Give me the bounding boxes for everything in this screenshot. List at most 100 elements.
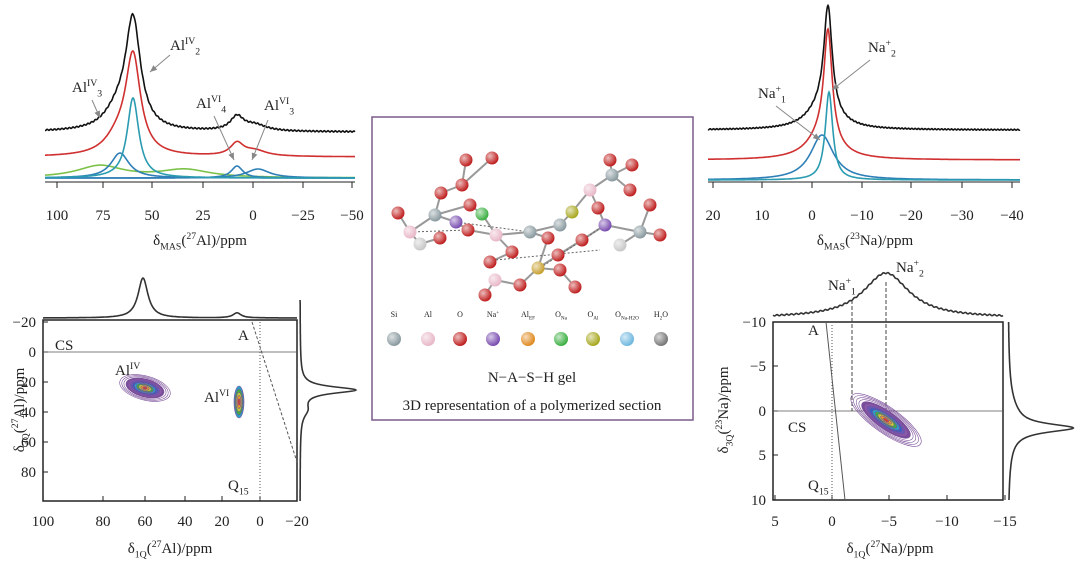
atom-shine — [523, 225, 537, 239]
x-axis-label-part: Al)/ppm — [196, 233, 247, 249]
plot-label-part: Na — [828, 278, 846, 294]
legend-label-part: EF — [529, 315, 535, 321]
atom-shine — [653, 228, 667, 242]
spectrum-red — [708, 27, 1020, 161]
plot-label: A — [808, 323, 819, 339]
plot-label: CS — [55, 338, 73, 354]
peak-label: Na+2 — [868, 38, 896, 60]
x-tick-label: −30 — [950, 208, 973, 224]
x-axis-label-part: δ — [153, 233, 160, 249]
atom-shine — [485, 151, 499, 165]
atom-shine — [625, 158, 639, 172]
peak-label-part: 1 — [781, 95, 786, 106]
y-axis-label: δ3Q(27Al)/ppm — [10, 367, 32, 452]
plot-label-part: Q — [228, 478, 239, 494]
atom-shine — [413, 237, 427, 251]
peak-label-part: 3 — [289, 107, 294, 118]
projection-top — [43, 277, 297, 319]
spectrum-black — [45, 12, 356, 133]
plot-label: Na+2 — [896, 258, 924, 280]
plot-label-part: + — [846, 276, 852, 287]
plot-label-part: Al — [204, 390, 219, 406]
peak-label: AlVI4 — [196, 94, 226, 116]
projection-top — [772, 271, 1004, 317]
legend-label: Na+ — [487, 310, 499, 319]
contour — [858, 399, 914, 441]
atom-shine — [461, 223, 475, 237]
peak-label-part: IV — [185, 36, 195, 47]
x-axis-label-part: 23 — [850, 231, 860, 242]
x-axis-label-part: ( — [865, 541, 870, 557]
atom-shine — [575, 233, 589, 247]
plot-label-part: A — [238, 328, 249, 344]
x-tick-label: −10 — [850, 208, 873, 224]
contour — [855, 397, 917, 443]
plot-label: CS — [788, 420, 806, 436]
y-axis-label-part: 3Q — [21, 433, 32, 445]
plot-label: Q15 — [808, 478, 829, 498]
atom-shine — [613, 238, 627, 252]
annotation-arrow — [775, 105, 821, 141]
legend-swatch-shine — [620, 332, 634, 346]
contour — [119, 374, 171, 402]
atom-shine — [449, 215, 463, 229]
x-tick-label: −20 — [285, 514, 308, 530]
y-tick-label: 10 — [751, 493, 766, 509]
x-tick-label: 0 — [828, 514, 836, 530]
legend-swatch-shine — [387, 332, 401, 346]
y-axis-label-part: δ — [716, 446, 732, 453]
annotation-arrow — [213, 115, 235, 161]
y-tick-label: 20 — [21, 375, 36, 391]
atom-shine — [513, 278, 527, 292]
peak-label-part: IV — [87, 78, 97, 89]
atom-shine — [603, 153, 617, 167]
x-tick-label: 100 — [46, 208, 69, 224]
x-tick-label: −5 — [881, 514, 897, 530]
legend-swatch-shine — [521, 332, 535, 346]
component-teal — [708, 90, 1020, 181]
peak-label: AlVI3 — [264, 96, 294, 118]
legend-label-part: O — [615, 310, 621, 319]
legend-label: H2O — [654, 310, 668, 321]
peak-label-part: 2 — [195, 47, 200, 58]
plot-label-part: 1 — [851, 287, 856, 298]
plot-label-part: Al — [115, 363, 130, 379]
contour — [237, 398, 241, 406]
y-axis-label-part: Al)/ppm — [12, 367, 28, 418]
y-tick-label: 80 — [21, 465, 36, 481]
x-axis-label-part: Al)/ppm — [161, 541, 212, 557]
atom-shine — [643, 198, 657, 212]
y-axis-label-part: ( — [12, 428, 28, 433]
y-tick-label: 5 — [759, 448, 767, 464]
x-axis-label-part: MAS — [160, 242, 181, 253]
plot-label-part: VI — [219, 388, 229, 399]
peak-label-part: 3 — [97, 89, 102, 100]
legend-label-part: H — [654, 310, 660, 319]
y-axis-label-part: 3Q — [725, 435, 736, 447]
x-axis-label-part: Na)/ppm — [880, 541, 934, 557]
atom-shine — [541, 231, 555, 245]
y-tick-label: −5 — [750, 359, 766, 375]
peak-label: AlIV3 — [72, 78, 102, 100]
atom-shine — [551, 248, 565, 262]
legend-label: Si — [391, 310, 398, 319]
annotation-arrow — [251, 119, 269, 161]
atom-shine — [488, 273, 502, 287]
x-axis-label-part: ( — [845, 233, 850, 249]
y-tick-label: 60 — [21, 435, 36, 451]
contour — [121, 375, 169, 401]
atom-shine — [531, 261, 545, 275]
y-tick-label: −10 — [743, 315, 766, 331]
legend-label-part: Na — [561, 315, 568, 321]
atom-shine — [605, 168, 619, 182]
legend-swatch-shine — [486, 332, 500, 346]
spectrum-red — [45, 50, 355, 158]
x-axis-label-part: ( — [147, 541, 152, 557]
contour — [142, 386, 148, 390]
atom-shine — [553, 218, 567, 232]
y-axis-label-part: δ — [12, 445, 28, 452]
x-tick-label: 0 — [808, 208, 816, 224]
annotation-arrow — [149, 54, 171, 73]
atom-shine — [489, 228, 503, 242]
atom-shine — [483, 255, 497, 269]
